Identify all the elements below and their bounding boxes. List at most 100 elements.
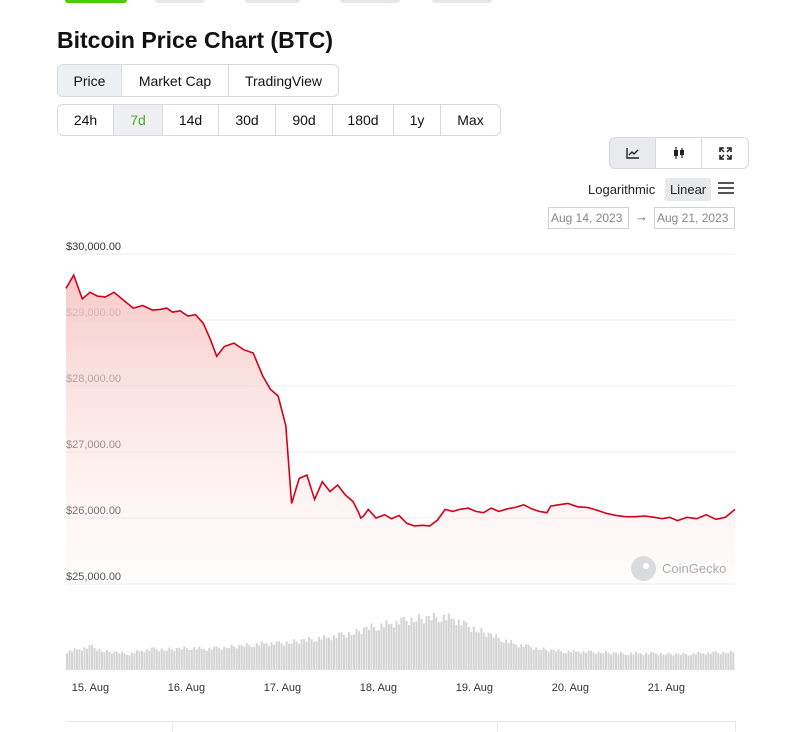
volume-bar: [320, 639, 323, 670]
volume-bar: [562, 653, 565, 670]
volume-bar: [612, 652, 615, 670]
volume-bar: [173, 651, 176, 670]
volume-bar: [585, 652, 588, 670]
candlestick-button[interactable]: [656, 138, 702, 168]
scale-logarithmic-option[interactable]: Logarithmic: [588, 182, 656, 197]
volume-bar: [732, 652, 735, 670]
x-tick-label: 15. Aug: [72, 682, 109, 694]
volume-bar: [659, 653, 662, 670]
volume-bar: [724, 653, 727, 670]
volume-bar: [605, 651, 607, 670]
volume-bar: [667, 652, 670, 670]
volume-bar: [714, 651, 717, 670]
volume-bar: [183, 646, 186, 670]
range-tab-1y[interactable]: 1y: [394, 105, 441, 135]
volume-bar: [522, 647, 525, 670]
volume-bar: [76, 649, 78, 670]
volume-bar: [330, 640, 333, 670]
volume-bar: [442, 614, 445, 670]
volume-bar: [607, 652, 610, 670]
date-to-input[interactable]: Aug 21, 2023: [654, 207, 735, 229]
volume-bar: [530, 647, 533, 670]
volume-bar: [669, 654, 672, 670]
volume-bar: [470, 631, 473, 670]
x-tick-label: 18. Aug: [360, 682, 397, 694]
volume-bar: [520, 644, 523, 670]
top-stub: [340, 0, 400, 3]
bottom-divider-tick: [497, 721, 498, 732]
volume-bar: [313, 641, 316, 670]
volume-bar: [630, 652, 632, 670]
volume-bar: [557, 649, 560, 670]
range-tab-180d[interactable]: 180d: [333, 105, 394, 135]
chart-type-tools: [609, 137, 749, 169]
volume-bar: [158, 651, 161, 670]
metric-tabs: Price Market Cap TradingView: [57, 64, 339, 97]
tab-tradingview[interactable]: TradingView: [244, 72, 323, 89]
volume-bar: [120, 651, 123, 670]
volume-bar: [130, 652, 133, 670]
range-tab-max[interactable]: Max: [457, 112, 484, 128]
volume-bar: [674, 653, 677, 670]
volume-bar: [490, 633, 493, 671]
volume-bar: [480, 628, 483, 670]
volume-bar: [310, 639, 313, 670]
volume-bar: [412, 621, 415, 670]
hamburger-menu-icon[interactable]: [718, 182, 734, 196]
volume-bar: [368, 629, 370, 670]
volume-bar: [328, 637, 330, 670]
range-tab-7d[interactable]: 7d: [114, 105, 163, 135]
volume-bar: [437, 621, 440, 670]
volume-bar: [452, 619, 455, 670]
volume-bar: [108, 651, 111, 670]
volume-bar: [592, 652, 595, 670]
x-axis-tick-labels: 15. Aug 16. Aug 17. Aug 18. Aug 19. Aug 20. A…: [72, 682, 685, 694]
volume-bar: [467, 627, 470, 670]
scale-linear-option[interactable]: Linear: [665, 178, 712, 201]
volume-bar: [575, 651, 578, 670]
volume-bar: [243, 646, 246, 670]
volume-bar: [373, 627, 375, 670]
volume-bar: [704, 654, 707, 670]
x-tick-label: 17. Aug: [264, 682, 301, 694]
volume-bar: [318, 636, 321, 670]
volume-bar: [195, 649, 198, 670]
volume-bar: [545, 649, 548, 670]
volume-bar: [532, 649, 535, 670]
volume-bar: [485, 636, 488, 670]
volume-bar: [298, 643, 301, 670]
volume-bar: [115, 651, 118, 670]
volume-bar: [293, 639, 296, 670]
volume-bar: [205, 650, 208, 670]
range-tab-24h[interactable]: 24h: [58, 105, 114, 135]
volume-bar: [684, 654, 687, 670]
volume-bar: [527, 644, 530, 670]
date-from-input[interactable]: Aug 14, 2023: [548, 207, 629, 229]
volume-bar: [570, 652, 573, 670]
tab-price[interactable]: Price: [58, 65, 122, 96]
volume-bar: [709, 653, 712, 670]
volume-bar: [580, 653, 583, 670]
volume-bar: [694, 654, 697, 670]
volume-bar: [163, 650, 166, 670]
line-chart-icon: [625, 148, 639, 159]
volume-bar: [457, 619, 460, 670]
range-tab-30d[interactable]: 30d: [219, 105, 276, 135]
top-stub-active: [65, 0, 127, 3]
fullscreen-button[interactable]: [702, 138, 748, 168]
line-chart-button[interactable]: [610, 138, 656, 168]
volume-bar: [652, 652, 655, 670]
volume-bar: [340, 632, 343, 670]
volume-bar: [450, 618, 453, 670]
volume-bar: [218, 648, 221, 670]
range-tab-14d[interactable]: 14d: [163, 105, 219, 135]
volume-bar: [185, 648, 188, 670]
price-chart[interactable]: $30,000.00$29,000.00$28,000.00$27,000.00…: [0, 230, 794, 710]
bottom-divider-tick: [172, 721, 173, 732]
volume-bar: [472, 627, 475, 670]
top-stub: [432, 0, 492, 3]
range-tab-90d[interactable]: 90d: [276, 105, 333, 135]
volume-bar: [567, 650, 570, 670]
tab-market-cap[interactable]: Market Cap: [122, 65, 229, 96]
date-range: Aug 14, 2023 → Aug 21, 2023: [548, 207, 738, 229]
